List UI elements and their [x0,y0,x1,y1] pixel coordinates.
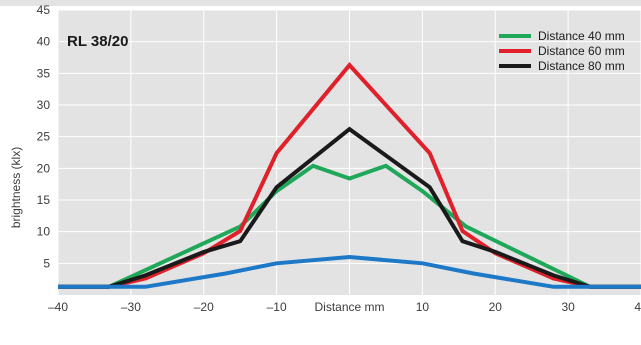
x-axis-title: Distance mm [314,300,384,314]
y-tick-label: 25 [37,130,51,144]
series-line-series-4 [58,254,641,289]
x-tick-label: 40 [634,300,641,314]
series-line-distance-60-mm [58,62,641,289]
top-band [0,0,641,6]
x-tick-label: –30 [121,300,141,314]
x-tick-label: –10 [267,300,287,314]
x-tick-label: –40 [48,300,68,314]
chart-title: RL 38/20 [67,33,128,50]
y-tick-label: 20 [37,161,51,175]
x-tick-label: –20 [194,300,214,314]
y-axis-title: brightness (klx) [9,147,23,228]
x-tick-label: 30 [561,300,575,314]
series-line-distance-40-mm [58,163,641,289]
y-tick-label: 35 [37,66,51,80]
y-tick-label: 30 [37,98,51,112]
legend-label-distance-40-mm: Distance 40 mm [538,29,625,43]
y-tick-label: 5 [43,256,50,270]
y-tick-label: 15 [37,193,51,207]
x-tick-label: 20 [489,300,503,314]
x-tick-label: 10 [416,300,430,314]
y-tick-label: 10 [37,225,51,239]
series-line-distance-80-mm [58,126,641,289]
legend-label-distance-60-mm: Distance 60 mm [538,44,625,58]
y-tick-label: 40 [37,35,51,49]
y-tick-label: 45 [37,3,51,17]
legend-label-distance-80-mm: Distance 80 mm [538,59,625,73]
